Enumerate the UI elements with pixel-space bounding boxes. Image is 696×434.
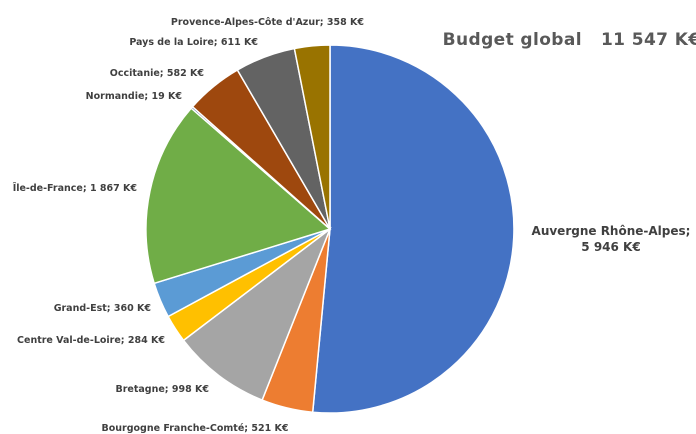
chart-title: Budget global 11 547 K€: [430, 10, 696, 50]
slice-label-bourgogne-franche-comte: Bourgogne Franche-Comté; 521 K€: [102, 423, 289, 434]
chart-title-label: Budget global: [442, 30, 582, 50]
slice-label-grand-est: Grand-Est; 360 K€: [54, 303, 151, 314]
slice-label-provence-alpes-cote-d-azur: Provence-Alpes-Côte d'Azur; 358 K€: [171, 17, 364, 28]
pie-labels: Auvergne Rhône-Alpes; 5 946 K€ Bourgogne F…: [13, 17, 691, 434]
chart-title-value: 11 547 K€: [600, 30, 696, 50]
pie-slice-provence-alpes-cote-d-azur: [293, 44, 331, 230]
pie-slices: [145, 44, 515, 414]
slice-label-occitanie: Occitanie; 582 K€: [110, 68, 204, 79]
slice-label-ile-de-france: Île-de-France; 1 867 K€: [13, 182, 137, 194]
slice-label-auvergne-rhone-alpes: Auvergne Rhône-Alpes; 5 946 K€: [532, 224, 691, 254]
slice-label-bretagne: Bretagne; 998 K€: [115, 384, 209, 395]
slice-label-pays-de-la-loire: Pays de la Loire; 611 K€: [129, 37, 258, 48]
pie-slice-auvergne-rhone-alpes: [311, 44, 515, 414]
slice-label-normandie: Normandie; 19 K€: [86, 91, 182, 102]
slice-label-centre-val-de-loire: Centre Val-de-Loire; 284 K€: [17, 335, 165, 346]
pie-slice-ile-de-france: [145, 107, 332, 285]
pie-slice-bretagne: [182, 226, 332, 402]
